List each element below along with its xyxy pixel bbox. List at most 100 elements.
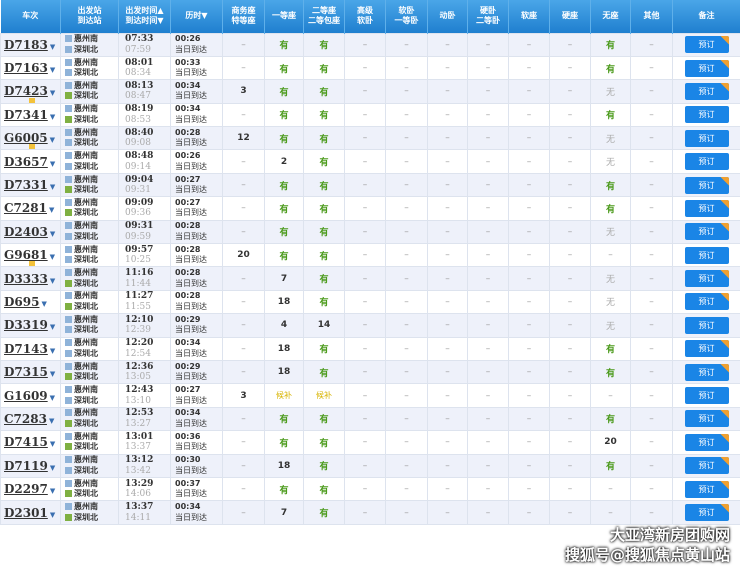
train-number[interactable]: D7183 ▼ — [0, 32, 61, 57]
seat-availability: – — [549, 243, 591, 268]
expand-caret-icon[interactable]: ▼ — [49, 322, 56, 332]
expand-caret-icon[interactable]: ▼ — [49, 509, 56, 519]
column-header: 出发站 到达站 — [60, 0, 119, 33]
book-button[interactable]: 预订 — [684, 36, 729, 54]
expand-caret-icon[interactable]: ▼ — [49, 486, 56, 496]
book-button[interactable]: 预订 — [684, 82, 729, 100]
expand-caret-icon[interactable]: ▼ — [41, 298, 47, 308]
expand-caret-icon[interactable]: ▼ — [49, 158, 56, 168]
book-button[interactable]: 预订 — [684, 340, 729, 358]
train-number[interactable]: D7415 ▼ — [0, 430, 61, 455]
book-button[interactable]: 预订 — [684, 387, 729, 405]
book-button[interactable]: 预订 — [684, 504, 729, 521]
expand-caret-icon[interactable]: ▼ — [49, 228, 56, 238]
train-number[interactable]: D695 ▼ — [0, 289, 61, 315]
train-number[interactable]: D7119 ▼ — [0, 453, 61, 478]
seat-availability: 有 — [303, 266, 345, 291]
seat-availability: – — [630, 383, 673, 408]
book-button[interactable]: 预订 — [684, 246, 729, 264]
corner-badge-icon — [720, 504, 729, 513]
seat-availability: 有 — [303, 55, 345, 81]
expand-caret-icon[interactable]: ▼ — [49, 182, 56, 192]
book-button[interactable]: 预订 — [684, 410, 729, 428]
train-number[interactable]: D7331 ▼ — [0, 172, 61, 198]
book-button[interactable]: 预订 — [684, 433, 729, 451]
expand-caret-icon[interactable]: ▼ — [48, 415, 55, 425]
expand-caret-icon[interactable]: ▼ — [49, 88, 56, 98]
column-header[interactable]: 历时▼ — [170, 0, 223, 33]
seat-availability: – — [344, 196, 386, 221]
train-number[interactable]: G1609 ▼ — [0, 383, 61, 408]
expand-caret-icon[interactable]: ▼ — [48, 205, 55, 215]
remark: 预订 — [672, 102, 740, 128]
seat-availability: – — [427, 383, 468, 408]
train-number[interactable]: D2297 ▼ — [0, 476, 61, 502]
train-number[interactable]: D7341 ▼ — [0, 102, 61, 128]
train-number[interactable]: D2403 ▼ — [0, 219, 61, 245]
book-button[interactable]: 预订 — [684, 270, 729, 288]
expand-caret-icon[interactable]: ▼ — [49, 275, 56, 285]
expand-caret-icon[interactable]: ▼ — [49, 369, 56, 379]
column-header[interactable]: 出发时间▲ 到达时间▼ — [118, 0, 171, 33]
expand-caret-icon[interactable]: ▼ — [49, 462, 56, 472]
book-button[interactable]: 预订 — [684, 316, 729, 334]
expand-caret-icon[interactable]: ▼ — [49, 345, 56, 355]
seat-availability: – — [549, 476, 591, 502]
train-number[interactable]: D7315 ▼ — [0, 359, 61, 385]
book-button[interactable]: 预订 — [684, 129, 729, 147]
seat-availability: – — [508, 453, 550, 478]
expand-caret-icon[interactable]: ▼ — [49, 439, 56, 449]
seat-availability: – — [427, 453, 468, 478]
times: 13:37 14:11 — [118, 500, 171, 525]
seat-availability: 有 — [264, 126, 304, 151]
train-number[interactable]: C7281 ▼ — [0, 196, 61, 221]
train-number[interactable]: D3333 ▼ — [0, 266, 61, 291]
seat-availability: – — [427, 126, 468, 151]
expand-caret-icon[interactable]: ▼ — [49, 135, 56, 145]
book-button[interactable]: 预订 — [684, 176, 729, 194]
book-button[interactable]: 预订 — [684, 363, 729, 381]
seat-availability: – — [549, 406, 591, 432]
book-button[interactable]: 预订 — [684, 199, 729, 217]
book-button[interactable]: 预订 — [684, 153, 729, 171]
pass-station-icon — [65, 479, 72, 487]
seat-availability: 有 — [590, 172, 631, 198]
seat-availability: – — [222, 289, 265, 315]
remark: 预订 — [672, 55, 740, 81]
seat-availability: 有 — [264, 430, 304, 455]
expand-caret-icon[interactable]: ▼ — [49, 252, 56, 262]
book-button[interactable]: 预订 — [684, 59, 729, 77]
train-number[interactable]: D7163 ▼ — [0, 55, 61, 81]
train-number[interactable]: D7143 ▼ — [0, 336, 61, 361]
train-number[interactable]: G9681 ▼ — [0, 243, 61, 268]
book-button[interactable]: 预订 — [684, 480, 729, 498]
expand-caret-icon[interactable]: ▼ — [49, 41, 56, 51]
expand-caret-icon[interactable]: ▼ — [49, 111, 56, 121]
train-number[interactable]: D3657 ▼ — [0, 149, 61, 174]
expand-caret-icon[interactable]: ▼ — [49, 65, 56, 75]
seat-availability: 3 — [222, 383, 265, 408]
book-button[interactable]: 预订 — [684, 457, 729, 475]
book-button[interactable]: 预订 — [684, 293, 729, 311]
stations: 惠州南 深圳北 — [60, 289, 119, 315]
seat-availability: – — [222, 406, 265, 432]
corner-badge-icon — [720, 82, 729, 92]
expand-caret-icon[interactable]: ▼ — [49, 392, 56, 402]
remark: 预订 — [672, 149, 740, 174]
train-number[interactable]: D3319 ▼ — [0, 313, 61, 338]
seat-availability: – — [467, 476, 509, 502]
seat-availability: – — [385, 243, 428, 268]
book-button[interactable]: 预订 — [684, 106, 729, 124]
seat-availability: – — [467, 149, 509, 174]
stations: 惠州南 深圳北 — [60, 172, 119, 198]
book-button[interactable]: 预订 — [684, 223, 729, 241]
seat-availability: – — [344, 453, 386, 478]
train-number[interactable]: D2301 ▼ — [0, 500, 61, 525]
seat-availability: – — [344, 430, 386, 455]
times: 08:13 08:47 — [118, 79, 171, 104]
train-number[interactable]: C7283 ▼ — [0, 406, 61, 432]
seat-availability: 有 — [264, 79, 304, 104]
train-number[interactable]: G6005 ▼ — [0, 126, 61, 151]
table-row: D7315 ▼ 惠州南 深圳北 12:36 13:05 00:29 当日到达 –18 有 – – – – –… — [0, 359, 740, 385]
train-number[interactable]: D7423 ▼ — [0, 79, 61, 104]
